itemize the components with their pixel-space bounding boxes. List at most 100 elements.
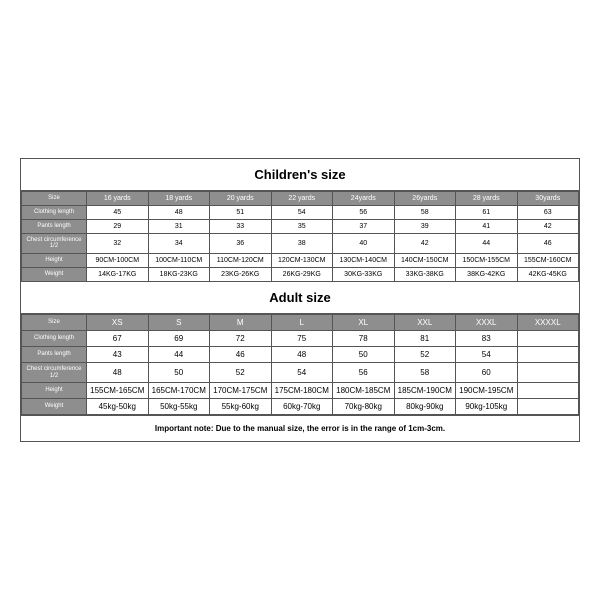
- cell: 80kg-90kg: [394, 399, 456, 415]
- adult-size-col: XXXL: [456, 315, 518, 331]
- cell: [517, 383, 579, 399]
- table-row: Height 90CM-100CM 100CM-110CM 110CM-120C…: [22, 254, 579, 268]
- cell: [517, 347, 579, 363]
- cell: 45: [87, 205, 149, 219]
- cell: 48: [87, 363, 149, 383]
- adult-size-label: Size: [22, 315, 87, 331]
- cell: 34: [148, 233, 210, 253]
- adult-size-col: S: [148, 315, 210, 331]
- cell: 42: [394, 233, 456, 253]
- table-row: Clothing length 45 48 51 54 56 58 61 63: [22, 205, 579, 219]
- row-label: Pants length: [22, 347, 87, 363]
- cell: 180CM-185CM: [333, 383, 395, 399]
- cell: 61: [456, 205, 518, 219]
- children-size-col: 26yards: [394, 191, 456, 205]
- table-row: Weight 14KG-17KG 18KG-23KG 23KG-26KG 26K…: [22, 268, 579, 282]
- cell: 54: [271, 363, 333, 383]
- row-label: Chest circumference 1/2: [22, 363, 87, 383]
- row-label: Clothing length: [22, 205, 87, 219]
- cell: 52: [210, 363, 272, 383]
- size-chart: Children's size Size 16 yards 18 yards 2…: [20, 158, 580, 442]
- cell: 40: [333, 233, 395, 253]
- table-row: Height 155CM-165CM 165CM-170CM 170CM-175…: [22, 383, 579, 399]
- cell: 170CM-175CM: [210, 383, 272, 399]
- adult-title: Adult size: [21, 282, 579, 314]
- cell: 54: [456, 347, 518, 363]
- cell: 48: [271, 347, 333, 363]
- cell: 130CM-140CM: [333, 254, 395, 268]
- cell: 60: [456, 363, 518, 383]
- children-size-col: 24yards: [333, 191, 395, 205]
- adult-size-col: XXXXL: [517, 315, 579, 331]
- children-size-col: 18 yards: [148, 191, 210, 205]
- cell: 37: [333, 219, 395, 233]
- cell: 35: [271, 219, 333, 233]
- cell: 33: [210, 219, 272, 233]
- adult-size-col: M: [210, 315, 272, 331]
- cell: 70kg-80kg: [333, 399, 395, 415]
- cell: 50kg-55kg: [148, 399, 210, 415]
- cell: [517, 363, 579, 383]
- row-label: Clothing length: [22, 331, 87, 347]
- cell: [517, 399, 579, 415]
- cell: 23KG-26KG: [210, 268, 272, 282]
- cell: 46: [210, 347, 272, 363]
- cell: 50: [333, 347, 395, 363]
- cell: 54: [271, 205, 333, 219]
- cell: 165CM-170CM: [148, 383, 210, 399]
- cell: 33KG-38KG: [394, 268, 456, 282]
- adult-size-col: XXL: [394, 315, 456, 331]
- cell: 78: [333, 331, 395, 347]
- cell: 48: [148, 205, 210, 219]
- cell: 110CM-120CM: [210, 254, 272, 268]
- adult-table: Size XS S M L XL XXL XXXL XXXXL Clothing…: [21, 314, 579, 415]
- cell: 120CM-130CM: [271, 254, 333, 268]
- children-size-col: 16 yards: [87, 191, 149, 205]
- children-size-col: 22 yards: [271, 191, 333, 205]
- cell: 42KG-45KG: [517, 268, 579, 282]
- cell: 185CM-190CM: [394, 383, 456, 399]
- cell: 50: [148, 363, 210, 383]
- table-row: Weight 45kg-50kg 50kg-55kg 55kg-60kg 60k…: [22, 399, 579, 415]
- cell: 72: [210, 331, 272, 347]
- cell: 41: [456, 219, 518, 233]
- cell: 75: [271, 331, 333, 347]
- cell: 45kg-50kg: [87, 399, 149, 415]
- cell: 31: [148, 219, 210, 233]
- cell: 14KG-17KG: [87, 268, 149, 282]
- cell: 175CM-180CM: [271, 383, 333, 399]
- children-table: Size 16 yards 18 yards 20 yards 22 yards…: [21, 191, 579, 282]
- adult-header-row: Size XS S M L XL XXL XXXL XXXXL: [22, 315, 579, 331]
- table-row: Pants length 29 31 33 35 37 39 41 42: [22, 219, 579, 233]
- table-row: Chest circumference 1/2 48 50 52 54 56 5…: [22, 363, 579, 383]
- cell: 39: [394, 219, 456, 233]
- table-row: Pants length 43 44 46 48 50 52 54: [22, 347, 579, 363]
- cell: 90CM-100CM: [87, 254, 149, 268]
- cell: 63: [517, 205, 579, 219]
- cell: 58: [394, 363, 456, 383]
- cell: 51: [210, 205, 272, 219]
- cell: 155CM-165CM: [87, 383, 149, 399]
- row-label: Height: [22, 254, 87, 268]
- cell: 36: [210, 233, 272, 253]
- children-header-row: Size 16 yards 18 yards 20 yards 22 yards…: [22, 191, 579, 205]
- row-label: Height: [22, 383, 87, 399]
- children-size-col: 30yards: [517, 191, 579, 205]
- row-label: Chest circumference 1/2: [22, 233, 87, 253]
- cell: 44: [456, 233, 518, 253]
- cell: 83: [456, 331, 518, 347]
- row-label: Weight: [22, 399, 87, 415]
- cell: 32: [87, 233, 149, 253]
- cell: 60kg-70kg: [271, 399, 333, 415]
- adult-size-col: XS: [87, 315, 149, 331]
- children-title: Children's size: [21, 159, 579, 191]
- cell: 26KG-29KG: [271, 268, 333, 282]
- cell: 29: [87, 219, 149, 233]
- cell: 43: [87, 347, 149, 363]
- row-label: Pants length: [22, 219, 87, 233]
- cell: 155CM-160CM: [517, 254, 579, 268]
- table-row: Clothing length 67 69 72 75 78 81 83: [22, 331, 579, 347]
- children-size-col: 20 yards: [210, 191, 272, 205]
- cell: 46: [517, 233, 579, 253]
- cell: 38KG-42KG: [456, 268, 518, 282]
